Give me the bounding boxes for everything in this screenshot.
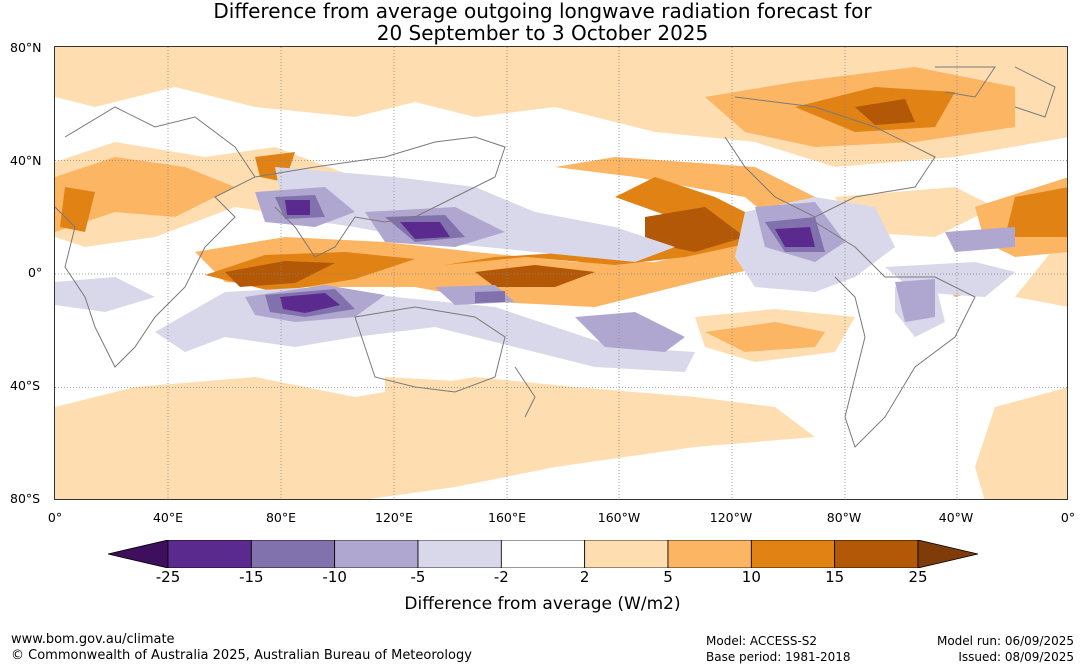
lon-label-80w: 80°W bbox=[826, 510, 862, 525]
footer-copyright: © Commonwealth of Australia 2025, Austra… bbox=[11, 648, 472, 663]
title-line-1: Difference from average outgoing longwav… bbox=[213, 0, 872, 23]
colorbar bbox=[108, 540, 978, 568]
footer-model: Model: ACCESS-S2 bbox=[706, 634, 818, 648]
graticule bbox=[55, 47, 1067, 499]
lat-label-0: 0° bbox=[28, 265, 43, 280]
anomaly-map bbox=[55, 47, 1067, 499]
lat-label-40s: 40°S bbox=[10, 378, 41, 393]
colorbar-tick-label: -15 bbox=[239, 568, 264, 586]
colorbar-tick-label: 15 bbox=[825, 568, 845, 586]
colorbar-bin bbox=[667, 540, 752, 568]
colorbar-tick-label: 25 bbox=[908, 568, 928, 586]
colorbar-extend-low bbox=[108, 540, 169, 568]
lon-label-160e: 160°E bbox=[487, 510, 527, 525]
colorbar-tick-label: 5 bbox=[663, 568, 673, 586]
colorbar-bin bbox=[500, 540, 586, 568]
footer-url[interactable]: www.bom.gov.au/climate bbox=[11, 632, 175, 647]
colorbar-tick-label: 10 bbox=[741, 568, 761, 586]
colorbar-title: Difference from average (W/m2) bbox=[404, 594, 681, 614]
title-line-2: 20 September to 3 October 2025 bbox=[376, 21, 709, 45]
colorbar-bin bbox=[584, 540, 669, 568]
colorbar-tick-label: -25 bbox=[155, 568, 181, 586]
colorbar-tick-label: -10 bbox=[322, 568, 347, 586]
colorbar-bin bbox=[334, 540, 419, 568]
footer-issued: Issued: 08/09/2025 bbox=[958, 650, 1074, 664]
colorbar-tick-label: -5 bbox=[410, 568, 426, 586]
lat-label-80n: 80°N bbox=[10, 40, 42, 55]
footer-base-period: Base period: 1981-2018 bbox=[706, 650, 851, 664]
lat-label-40n: 40°N bbox=[10, 153, 42, 168]
colorbar-bin bbox=[750, 540, 836, 568]
negative-anomaly-very-strong bbox=[280, 200, 815, 313]
lon-label-40e: 40°E bbox=[152, 510, 184, 525]
coastlines bbox=[55, 66, 1056, 448]
colorbar-bin bbox=[834, 540, 919, 568]
lat-label-80s: 80°S bbox=[10, 491, 41, 506]
lon-label-0-end: 0° bbox=[1060, 510, 1076, 525]
map-title: Difference from average outgoing longwav… bbox=[0, 0, 1085, 44]
colorbar-bin bbox=[250, 540, 336, 568]
colorbar-tick-label: 2 bbox=[579, 568, 590, 586]
lon-label-160w: 160°W bbox=[597, 510, 641, 525]
lon-label-80e: 80°E bbox=[265, 510, 297, 525]
lon-label-40w: 40°W bbox=[938, 510, 974, 525]
colorbar-bin bbox=[417, 540, 502, 568]
colorbar-extend-high bbox=[917, 540, 978, 568]
lon-label-120e: 120°E bbox=[374, 510, 414, 525]
footer-model-run: Model run: 06/09/2025 bbox=[936, 634, 1074, 648]
lon-label-120w: 120°W bbox=[709, 510, 753, 525]
map-panel bbox=[54, 46, 1068, 500]
lon-label-0: 0° bbox=[47, 510, 63, 525]
colorbar-tick-label: -2 bbox=[493, 568, 509, 586]
colorbar-bin bbox=[167, 540, 252, 568]
